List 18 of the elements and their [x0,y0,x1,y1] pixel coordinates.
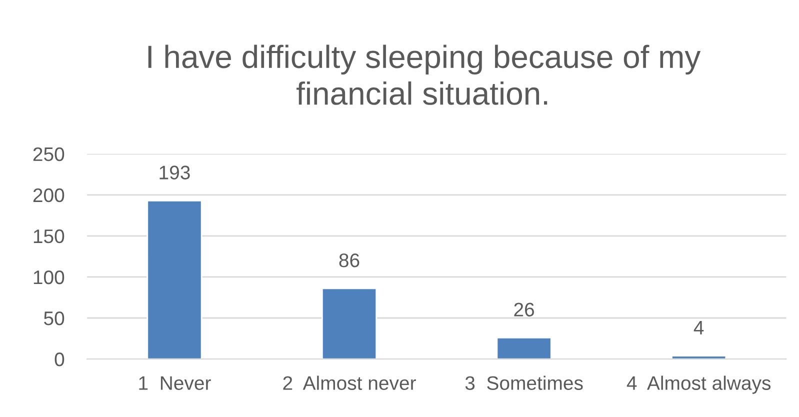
data-label: 4 [694,320,704,334]
data-label: 86 [339,253,360,268]
bar [146,200,202,360]
bar [496,337,552,360]
data-label: 193 [160,166,190,180]
y-tick-label: 100 [34,270,64,284]
x-tick-label: 3 Sometimes [465,376,583,390]
x-tick-label: 4 Almost always [626,376,771,394]
x-tick-label: 1 Never [139,376,211,390]
y-tick-label: 50 [44,311,64,326]
y-tick-label: 250 [33,147,64,162]
data-label: 26 [514,302,534,316]
y-tick-label: 150 [34,229,64,244]
bar [321,288,378,360]
chart-title: I have difficulty sleeping because of my financial situation. [148,44,701,105]
y-tick-label: 200 [33,188,64,202]
y-tick-label: 0 [54,352,64,366]
x-tick-label: 2 Almost never [283,376,416,390]
